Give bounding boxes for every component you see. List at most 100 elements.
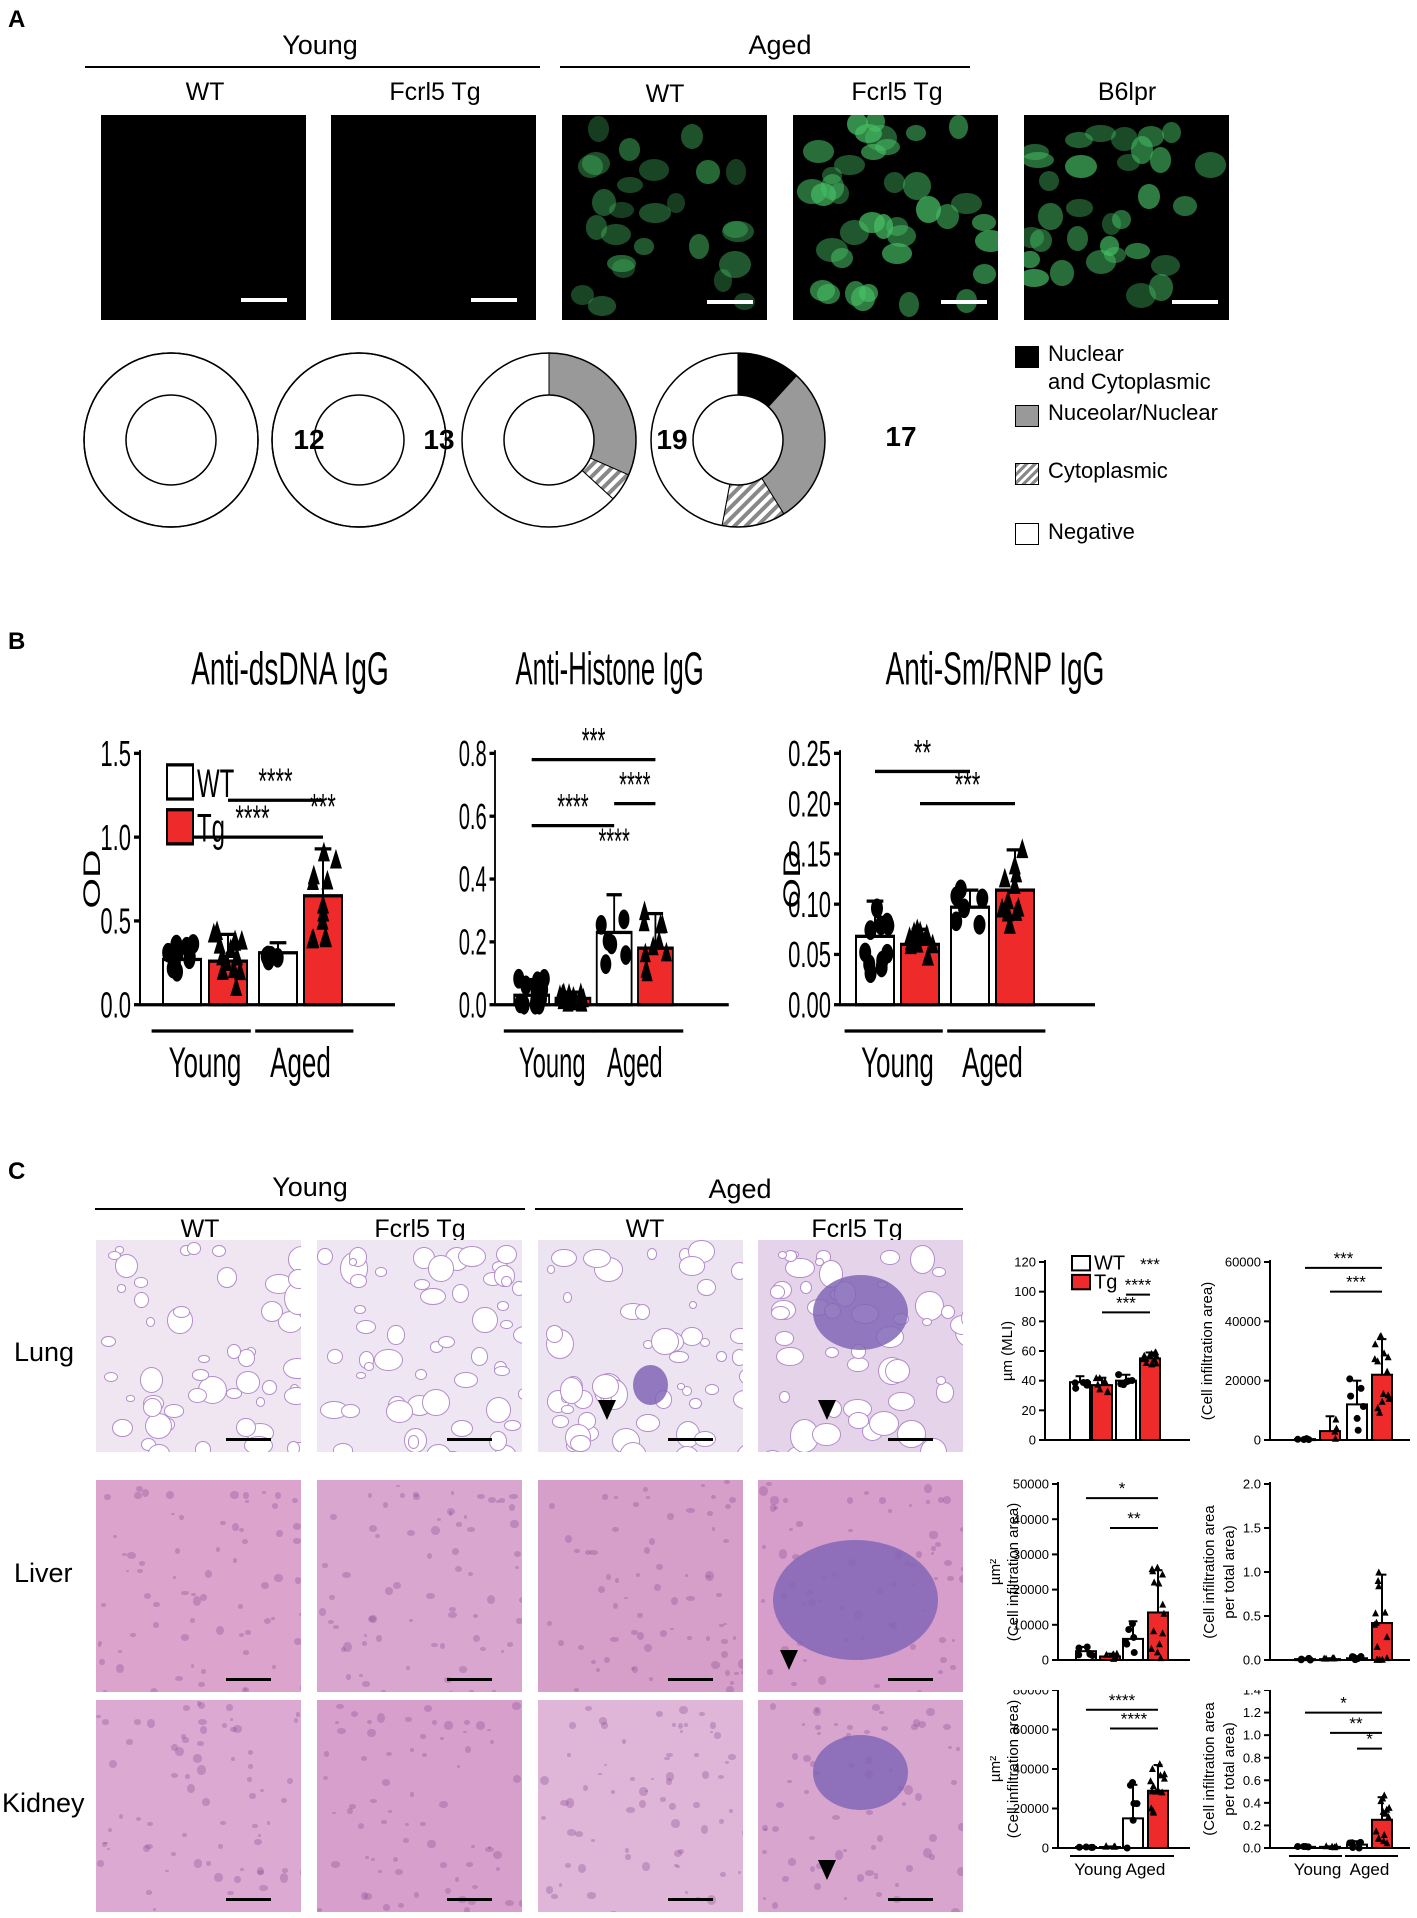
tissue-texture — [340, 1646, 347, 1652]
tissue-texture — [644, 1643, 652, 1652]
tissue-texture — [910, 1724, 919, 1730]
data-point — [1153, 1648, 1161, 1656]
data-point — [1297, 1655, 1305, 1663]
tissue-texture — [675, 1445, 700, 1452]
data-point — [950, 886, 963, 907]
tissue-texture — [381, 1689, 386, 1692]
tissue-texture — [574, 1549, 580, 1554]
tissue-texture — [404, 1823, 410, 1827]
tissue-texture — [192, 1369, 210, 1381]
data-point — [1146, 1351, 1154, 1359]
tissue-texture — [200, 1669, 207, 1675]
bar — [1115, 1379, 1137, 1442]
tissue-texture — [247, 1777, 252, 1782]
nucleus-spot — [1066, 199, 1093, 217]
tissue-texture — [185, 1773, 190, 1779]
nucleus-spot — [935, 204, 960, 230]
nucleus-spot — [860, 143, 887, 161]
tissue-texture — [846, 1724, 854, 1730]
scale-bar — [888, 1438, 933, 1441]
tissue-texture — [231, 1522, 239, 1532]
data-point — [1294, 1435, 1302, 1443]
data-point — [1378, 1397, 1386, 1405]
tissue-texture — [573, 1688, 580, 1692]
data-point — [958, 898, 971, 919]
tissue-texture — [365, 1855, 369, 1860]
tissue-texture — [233, 1724, 243, 1733]
tissue-texture — [235, 1371, 261, 1395]
data-point — [1385, 1394, 1393, 1402]
tissue-texture — [601, 1721, 609, 1730]
tissue-texture — [771, 1825, 779, 1832]
tissue-texture — [287, 1778, 293, 1785]
tissue-texture — [361, 1756, 368, 1762]
tissue-texture — [636, 1632, 644, 1640]
data-point — [1376, 1408, 1384, 1416]
tissue-texture — [598, 1585, 605, 1593]
tissue-texture — [630, 1777, 636, 1781]
data-point — [1379, 1389, 1387, 1397]
tissue-texture — [197, 1718, 207, 1725]
tissue-texture — [367, 1615, 377, 1623]
x-category-label: Young — [861, 1040, 934, 1087]
tissue-texture — [357, 1823, 365, 1830]
nucleus-spot — [588, 296, 616, 316]
chart-anti-sm-rnp: Anti-Sm/RNP IgG 0.00 0.05 0.10 0.15 0.20 0.25 O… — [780, 644, 1104, 1087]
tissue-texture — [426, 1553, 432, 1560]
panel-label-b: B — [8, 628, 26, 655]
legend-label: Nuceolar/Nuclear — [1048, 400, 1218, 425]
data-point — [316, 909, 329, 930]
y-tick-label: 0.4 — [1243, 1795, 1261, 1810]
pie-count: 13 — [423, 424, 455, 455]
data-point — [1160, 1609, 1168, 1617]
tissue-texture — [146, 1317, 156, 1327]
tissue-texture — [639, 1787, 648, 1797]
data-point — [639, 900, 651, 921]
data-point — [1381, 1608, 1389, 1616]
tissue-texture — [454, 1877, 460, 1883]
tissue-texture — [275, 1492, 282, 1499]
tissue-texture — [666, 1513, 675, 1520]
tissue-texture — [686, 1595, 695, 1601]
tissue-texture — [147, 1444, 171, 1452]
tissue-texture — [133, 1291, 149, 1309]
tissue-texture — [437, 1335, 455, 1348]
legend-label: Cytoplasmic — [1048, 458, 1168, 483]
pie-hole — [125, 394, 217, 486]
nucleus-spot — [1138, 184, 1160, 209]
tissue-texture — [220, 1520, 226, 1526]
data-point — [557, 989, 569, 1010]
tissue-texture — [660, 1797, 666, 1802]
column-label: Fcrl5 Tg — [811, 1215, 903, 1243]
tissue-texture — [611, 1789, 616, 1795]
nucleus-spot — [822, 166, 842, 184]
y-tick-label: 40 — [1022, 1373, 1036, 1388]
tissue-texture — [564, 1535, 573, 1544]
legend-swatch-nucleolar — [1015, 405, 1039, 427]
tissue-texture — [788, 1527, 793, 1531]
tissue-texture — [317, 1247, 334, 1266]
tissue-texture — [847, 1356, 869, 1373]
data-point — [1150, 1355, 1158, 1363]
data-point — [1294, 1843, 1302, 1851]
tissue-texture — [698, 1711, 705, 1716]
data-point — [1152, 1359, 1160, 1367]
tissue-texture — [901, 1802, 906, 1806]
tissue-texture — [870, 1845, 876, 1851]
data-point — [1122, 1638, 1130, 1646]
tissue-texture — [200, 1593, 208, 1601]
tissue-texture — [515, 1566, 519, 1570]
tissue-texture — [912, 1718, 921, 1728]
legend-label: Nuclear — [1048, 341, 1124, 366]
data-point — [1089, 1843, 1097, 1851]
nucleus-spot — [1066, 225, 1089, 252]
tissue-texture — [675, 1865, 680, 1869]
significance-label: *** — [1116, 1293, 1136, 1312]
tissue-texture — [685, 1507, 695, 1514]
row-label-kidney: Kidney — [2, 1788, 85, 1818]
tissue-texture — [174, 1746, 184, 1756]
significance-label: **** — [557, 788, 588, 828]
y-tick-label: 0 — [1254, 1433, 1261, 1448]
data-point — [1130, 1633, 1138, 1641]
tissue-texture — [959, 1526, 963, 1532]
